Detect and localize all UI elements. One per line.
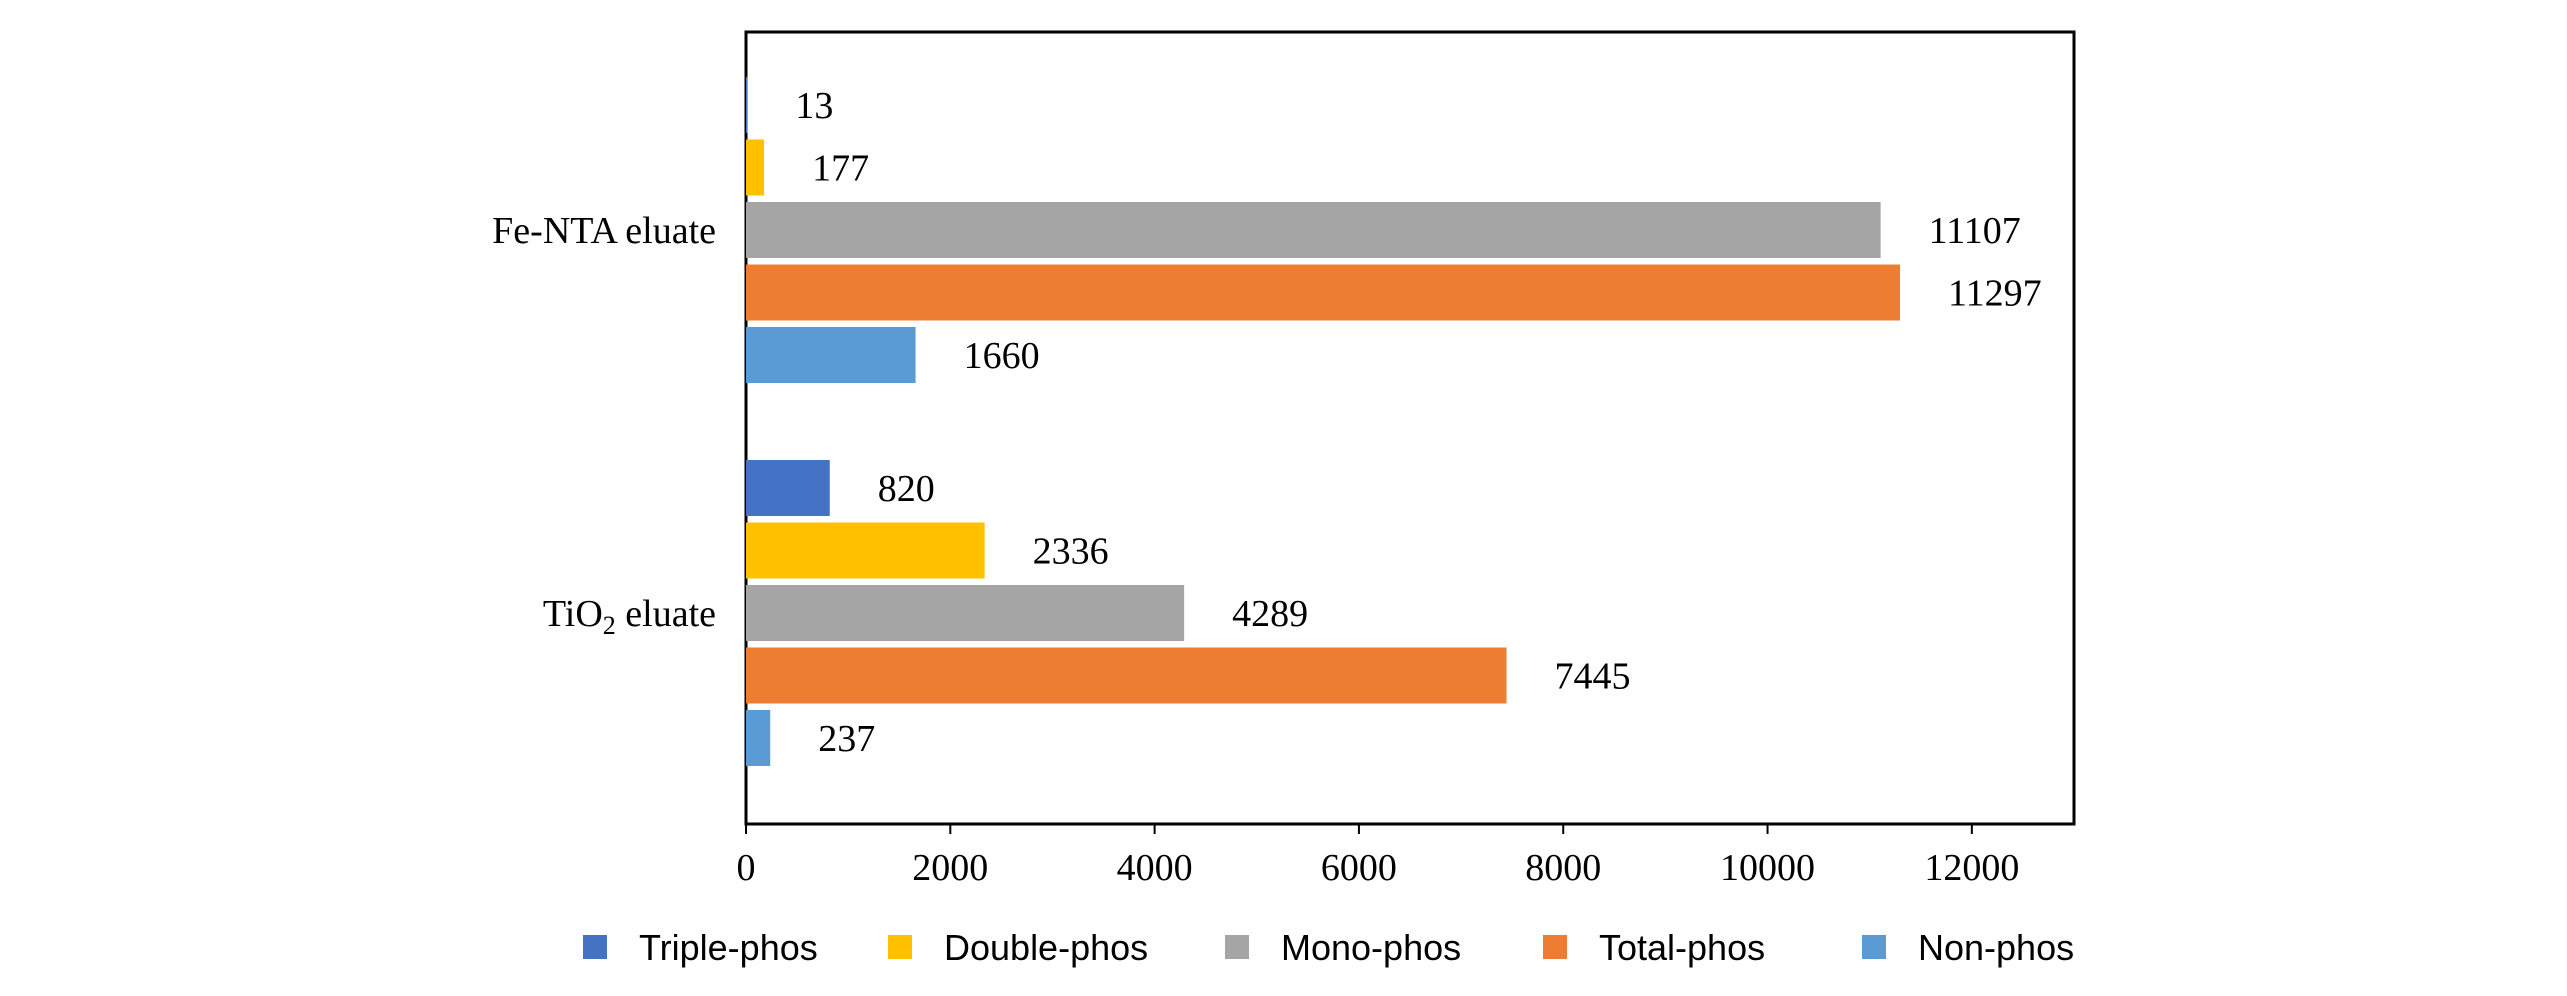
data-label-double-phos-cat1: 2336: [1033, 531, 1109, 573]
bar-mono-phos-cat1: [746, 585, 1185, 641]
x-tick-label: 10000: [1720, 847, 1815, 889]
bar-mono-phos-cat0: [746, 202, 1881, 258]
legend-label: Non-phos: [1918, 927, 2074, 968]
data-label-non-phos-cat1: 237: [818, 718, 875, 760]
bar-triple-phos-cat0: [746, 77, 748, 133]
legend-label: Mono-phos: [1281, 927, 1461, 968]
legend-item-total-phos: Total-phos: [1543, 927, 1765, 968]
legend-item-double-phos: Double-phos: [888, 927, 1148, 968]
plot-area-frame: [744, 30, 2076, 826]
data-label-non-phos-cat0: 1660: [964, 335, 1040, 377]
legend-swatch: [1543, 935, 1567, 959]
category-label-1: TiO2 eluate: [543, 593, 716, 640]
legend-label: Double-phos: [944, 927, 1148, 968]
data-label-triple-phos-cat0: 13: [795, 85, 833, 127]
legend-swatch: [1225, 935, 1249, 959]
bar-triple-phos-cat1: [746, 460, 830, 516]
data-label-double-phos-cat0: 177: [812, 148, 869, 190]
legend: Triple-phos Double-phos Mono-phos Total-pho…: [583, 927, 2074, 968]
bar-total-phos-cat1: [746, 647, 1507, 704]
x-tick-label: 4000: [1117, 847, 1193, 889]
bar-double-phos-cat0: [746, 139, 765, 196]
data-labels-layer: 1660 11297 11107 177 13 237 7445 4289 2336 820: [795, 85, 2041, 760]
data-label-total-phos-cat0: 11297: [1948, 273, 2042, 315]
x-tick-label: 8000: [1525, 847, 1601, 889]
legend-label: Triple-phos: [639, 927, 818, 968]
bar-non-phos-cat0: [746, 327, 916, 383]
x-tick-label: 0: [737, 847, 756, 889]
x-axis-ticks: 0 2000 4000 6000 8000 10000 12000: [737, 824, 2019, 889]
category-label-0: Fe-NTA eluate: [492, 210, 716, 252]
legend-item-triple-phos: Triple-phos: [583, 927, 818, 968]
legend-swatch: [888, 935, 912, 959]
legend-swatch: [1862, 935, 1886, 959]
legend-swatch: [583, 935, 607, 959]
bar-non-phos-cat1: [746, 710, 771, 766]
data-label-total-phos-cat1: 7445: [1555, 656, 1631, 698]
category-labels: Fe-NTA eluate TiO2 eluate: [492, 210, 716, 640]
legend-item-non-phos: Non-phos: [1862, 927, 2074, 968]
bar-total-phos-cat0: [746, 264, 1901, 321]
data-label-mono-phos-cat0: 11107: [1929, 210, 2021, 252]
x-tick-label: 12000: [1924, 847, 2019, 889]
x-tick-label: 2000: [912, 847, 988, 889]
bar-double-phos-cat1: [746, 522, 985, 579]
bars-layer: [746, 77, 1901, 766]
data-label-mono-phos-cat1: 4289: [1232, 593, 1308, 635]
legend-label: Total-phos: [1599, 927, 1765, 968]
legend-item-mono-phos: Mono-phos: [1225, 927, 1461, 968]
x-tick-label: 6000: [1321, 847, 1397, 889]
data-label-triple-phos-cat1: 820: [878, 468, 935, 510]
